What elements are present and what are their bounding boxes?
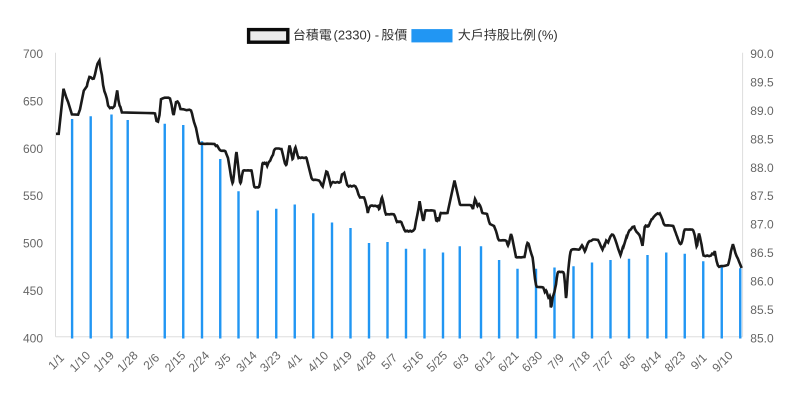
- svg-text:87.0: 87.0: [750, 218, 774, 232]
- svg-text:85.0: 85.0: [750, 331, 774, 345]
- svg-text:600: 600: [23, 142, 43, 156]
- svg-text:86.5: 86.5: [750, 246, 774, 260]
- svg-text:88.5: 88.5: [750, 132, 774, 146]
- svg-text:(2330) -: (2330) -: [334, 28, 380, 43]
- svg-text:86.0: 86.0: [750, 275, 774, 289]
- svg-text:550: 550: [23, 189, 43, 203]
- svg-text:90.0: 90.0: [750, 47, 774, 61]
- svg-text:450: 450: [23, 284, 43, 298]
- svg-text:88.0: 88.0: [750, 161, 774, 175]
- svg-text:500: 500: [23, 237, 43, 251]
- svg-text:89.5: 89.5: [750, 75, 774, 89]
- svg-text:89.0: 89.0: [750, 104, 774, 118]
- svg-text:700: 700: [23, 47, 43, 61]
- svg-text:87.5: 87.5: [750, 189, 774, 203]
- svg-text:400: 400: [23, 331, 43, 345]
- svg-text:650: 650: [23, 94, 43, 108]
- svg-text:(%): (%): [538, 28, 558, 43]
- svg-text:85.5: 85.5: [750, 303, 774, 317]
